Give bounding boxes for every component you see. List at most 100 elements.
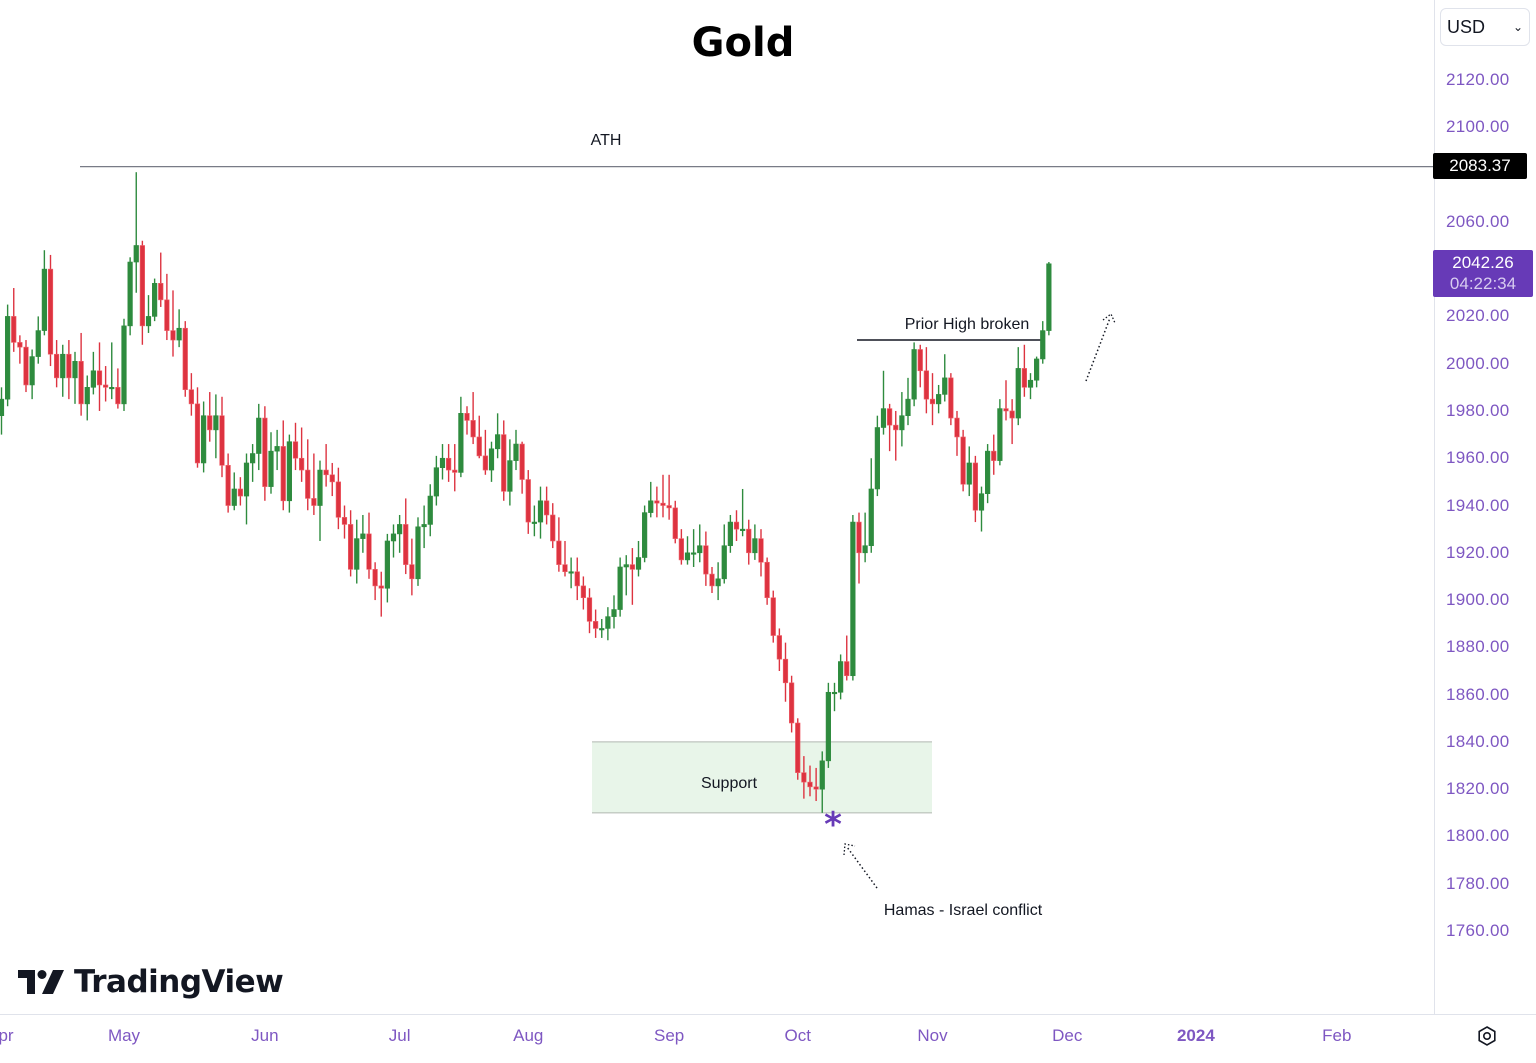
candle-body	[831, 691, 838, 695]
candle-body	[243, 462, 250, 497]
candle	[280, 420, 286, 511]
candle-body	[1009, 410, 1015, 419]
price-tick-label: 1840.00	[1446, 731, 1510, 751]
candle-body	[115, 387, 121, 405]
candle	[929, 373, 936, 426]
candle	[446, 444, 452, 482]
candle-body	[593, 621, 599, 629]
candle-body	[776, 635, 782, 660]
candle-body	[109, 387, 115, 390]
candle-body	[948, 377, 954, 419]
candle-body	[752, 538, 758, 554]
candle	[960, 429, 966, 492]
candle-body	[905, 398, 911, 416]
candle-body	[403, 524, 409, 565]
candle-body	[648, 500, 654, 513]
candle	[844, 635, 850, 681]
candle-body	[501, 434, 507, 492]
candle	[170, 290, 176, 357]
candle-body	[660, 502, 666, 506]
candle-body	[170, 330, 176, 341]
candle-body	[642, 512, 648, 558]
tradingview-logo[interactable]: TradingView	[18, 964, 284, 1000]
candle	[35, 316, 41, 364]
candle-body	[795, 722, 801, 773]
candle-body	[96, 370, 103, 386]
candle	[831, 682, 838, 712]
settings-icon[interactable]	[1476, 1025, 1498, 1052]
price-tick-label: 1940.00	[1446, 495, 1510, 515]
candle-body	[29, 356, 35, 386]
candle	[880, 370, 887, 435]
currency-select[interactable]: USD ⌄	[1440, 8, 1530, 46]
candle	[427, 484, 433, 537]
candle-body	[923, 370, 929, 400]
candle-body	[305, 469, 311, 499]
candle-body	[378, 585, 384, 589]
candle	[764, 557, 770, 605]
candle-body	[997, 408, 1003, 461]
candle	[740, 488, 746, 537]
candle	[1040, 321, 1046, 364]
time-tick-label: Feb	[1322, 1026, 1352, 1045]
candle	[911, 342, 917, 407]
candle	[501, 420, 507, 501]
price-tick-label: 1800.00	[1446, 826, 1510, 846]
candle	[335, 467, 341, 530]
candle	[917, 344, 923, 388]
candle	[225, 453, 231, 513]
candle	[127, 257, 133, 336]
candle	[684, 536, 691, 565]
candle-body	[770, 597, 776, 636]
current-price: 2042.26	[1452, 253, 1514, 272]
candle-body	[825, 691, 831, 762]
candle-body	[562, 564, 568, 573]
candle-body	[90, 370, 96, 388]
price-tick-label: 1780.00	[1446, 873, 1510, 893]
candle	[899, 392, 905, 447]
candle-body	[317, 469, 323, 506]
price-tick-label: 1980.00	[1446, 400, 1510, 420]
candle-body	[495, 434, 501, 450]
candle-body	[341, 517, 348, 525]
candle-body	[133, 245, 139, 263]
candle-body	[617, 566, 623, 610]
asterisk-marker-icon: *	[824, 805, 842, 845]
candle	[476, 415, 482, 459]
candle-body	[819, 760, 825, 790]
candle-body	[188, 389, 194, 405]
candle	[758, 529, 764, 577]
candle	[121, 318, 127, 411]
candle-body	[684, 552, 691, 561]
candle	[874, 415, 880, 497]
candle-body	[599, 628, 605, 631]
candle	[666, 474, 672, 520]
price-axis[interactable]	[1434, 0, 1536, 1014]
price-tick-label: 1920.00	[1446, 542, 1510, 562]
candle-body	[152, 283, 158, 317]
candle	[629, 548, 635, 605]
candle	[470, 392, 476, 445]
candle	[464, 406, 470, 435]
candle-body	[1021, 368, 1027, 388]
candle	[537, 486, 544, 539]
candlestick-chart[interactable]: *	[0, 0, 1434, 1014]
candle-body	[985, 450, 991, 495]
candle	[942, 354, 948, 402]
candle-body	[868, 488, 874, 547]
candle-body	[1040, 330, 1046, 360]
time-axis[interactable]	[0, 1014, 1536, 1063]
candle-body	[280, 446, 286, 502]
candle-body	[721, 545, 727, 580]
candle	[789, 675, 795, 733]
candle	[850, 514, 856, 681]
chart-title: Gold	[691, 20, 795, 66]
candle	[838, 654, 844, 700]
candle	[611, 595, 617, 629]
candle-body	[237, 488, 243, 497]
candle	[642, 505, 648, 563]
candle	[201, 401, 207, 473]
candle	[409, 538, 415, 596]
candle	[862, 512, 868, 563]
candle	[556, 517, 562, 572]
